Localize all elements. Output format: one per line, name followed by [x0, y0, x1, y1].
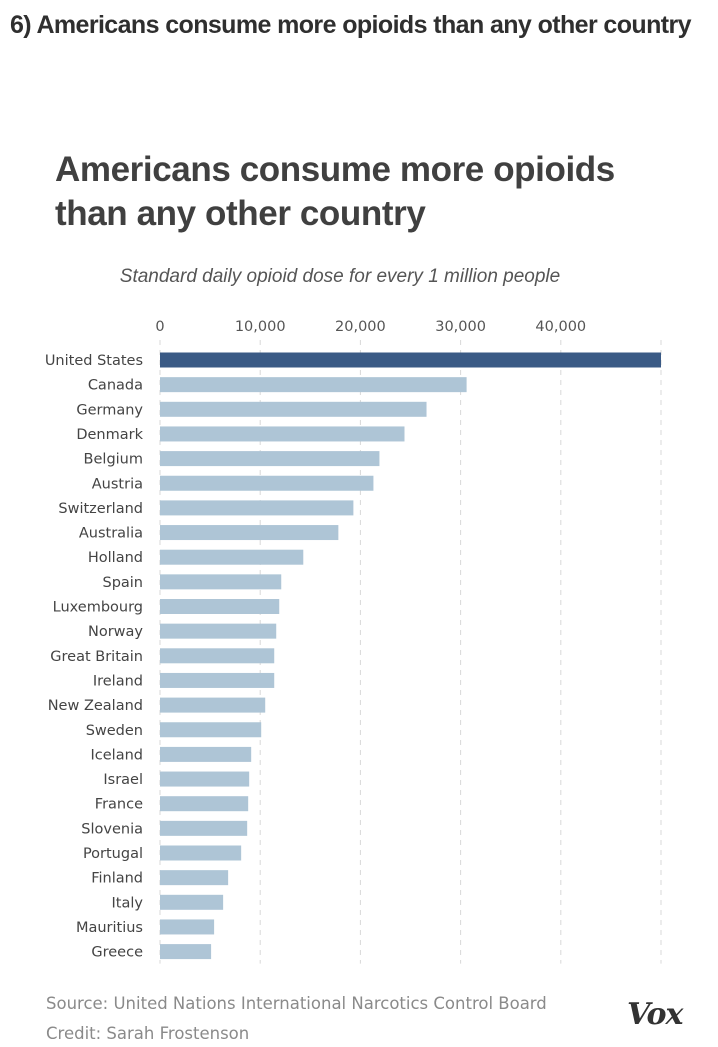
bar: [160, 549, 304, 565]
bar: [160, 475, 374, 491]
source-note: Source: United Nations International Nar…: [46, 994, 547, 1013]
bar: [160, 820, 248, 836]
bar: [160, 894, 224, 910]
bar: [160, 944, 212, 960]
x-tick-label: 10,000: [235, 319, 286, 335]
category-label: Portugal: [83, 846, 143, 862]
category-label: Israel: [103, 772, 143, 788]
bar: [160, 500, 354, 516]
category-label: Germany: [76, 402, 143, 418]
bar: [160, 919, 215, 935]
category-label: Iceland: [91, 747, 143, 763]
credit-note: Credit: Sarah Frostenson: [46, 1024, 250, 1043]
category-label: Slovenia: [81, 821, 143, 837]
bar: [160, 672, 275, 688]
category-label: New Zealand: [48, 698, 143, 714]
category-label: Spain: [102, 575, 143, 591]
category-label: Ireland: [93, 673, 143, 689]
bar: [160, 574, 282, 590]
category-label: Mauritius: [76, 920, 143, 936]
category-label: Sweden: [86, 723, 143, 739]
bar: [160, 771, 250, 787]
bar: [160, 451, 380, 467]
bar: [160, 377, 467, 393]
bar: [160, 722, 262, 738]
category-label: Great Britain: [50, 649, 143, 665]
category-label: Luxembourg: [53, 600, 143, 616]
category-label: Canada: [88, 378, 143, 394]
bar: [160, 870, 229, 886]
category-label: Belgium: [84, 452, 143, 468]
category-label: Greece: [91, 945, 143, 961]
x-tick-label: 40,000: [535, 319, 586, 335]
category-label: France: [95, 797, 143, 813]
bar: [160, 525, 339, 541]
x-tick-label: 0: [155, 319, 164, 335]
x-tick-label: 20,000: [335, 319, 386, 335]
x-tick-label: 30,000: [435, 319, 486, 335]
bar: [160, 845, 242, 861]
bar: [160, 623, 277, 639]
bar: [160, 599, 280, 614]
bar: [160, 697, 266, 713]
bar: [160, 426, 405, 442]
bar-chart: 0 10,000 20,000 30,000 40,000 United States Ca…: [45, 319, 662, 964]
bar: [160, 352, 661, 368]
category-label: Italy: [112, 895, 144, 911]
bar: [160, 746, 252, 762]
bar: [160, 796, 249, 812]
category-label: Norway: [88, 624, 143, 640]
category-label: Australia: [79, 526, 143, 542]
chart-subtitle: Standard daily opioid dose for every 1 m…: [119, 266, 561, 287]
category-label: United States: [45, 353, 143, 369]
article-heading: 6) Americans consume more opioids than a…: [10, 11, 692, 39]
category-label: Switzerland: [58, 501, 143, 517]
category-label: Finland: [91, 871, 143, 887]
vox-logo: Vox: [627, 997, 683, 1032]
category-label: Austria: [92, 476, 143, 492]
bar: [160, 648, 275, 664]
chart-title: Americans consume more opioids than any …: [55, 150, 615, 233]
bar: [160, 401, 427, 417]
category-label: Holland: [88, 550, 143, 566]
category-label: Denmark: [76, 427, 143, 443]
